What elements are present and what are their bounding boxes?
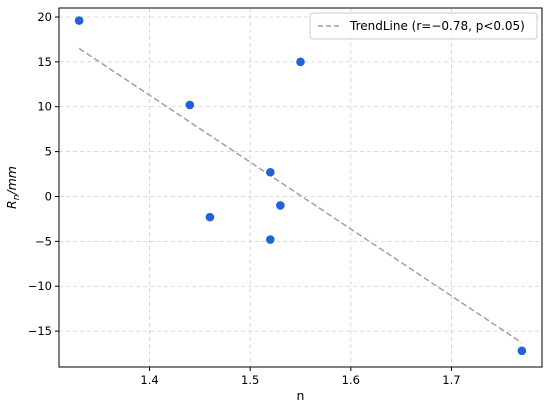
y-tick-label: 10 [37,100,52,114]
data-point [517,346,527,356]
data-point [74,16,84,25]
data-points [74,16,527,356]
data-point [185,100,195,110]
x-axis-label: n [297,388,305,403]
legend-box [309,12,538,40]
trendline-layer [78,47,523,344]
y-axis-label-unit: /mm [4,166,19,196]
legend-trendline-label: TrendLine (r=−0.78, p<0.05) [349,19,525,33]
data-point [266,167,275,177]
data-point [296,57,305,67]
y-tick-label: −15 [28,324,52,338]
axis-ticks: 1.4 1.5 1.6 1.7 −15 −10 −5 0 5 10 15 20 [28,10,461,387]
trendline [78,47,523,344]
data-point [266,235,275,244]
y-tick-label: 5 [45,145,52,159]
data-point [276,201,285,210]
data-point [205,212,215,222]
x-tick-label: 1.4 [140,373,158,387]
y-tick-label: −10 [28,279,52,293]
grid [59,8,542,367]
plot-area-frame [58,7,543,368]
y-axis-label: Rn/mm [4,166,22,209]
y-tick-label: 15 [37,55,52,69]
y-axis-label-sub: n [12,194,22,200]
x-tick-label: 1.6 [342,373,360,387]
y-tick-label: 20 [37,10,52,24]
y-tick-label: 0 [45,189,52,203]
y-axis-label-main: R [4,200,19,209]
x-tick-label: 1.5 [241,373,259,387]
x-tick-label: 1.7 [442,373,460,387]
y-tick-label: −5 [35,234,52,248]
legend: TrendLine (r=−0.78, p<0.05) [309,12,538,40]
